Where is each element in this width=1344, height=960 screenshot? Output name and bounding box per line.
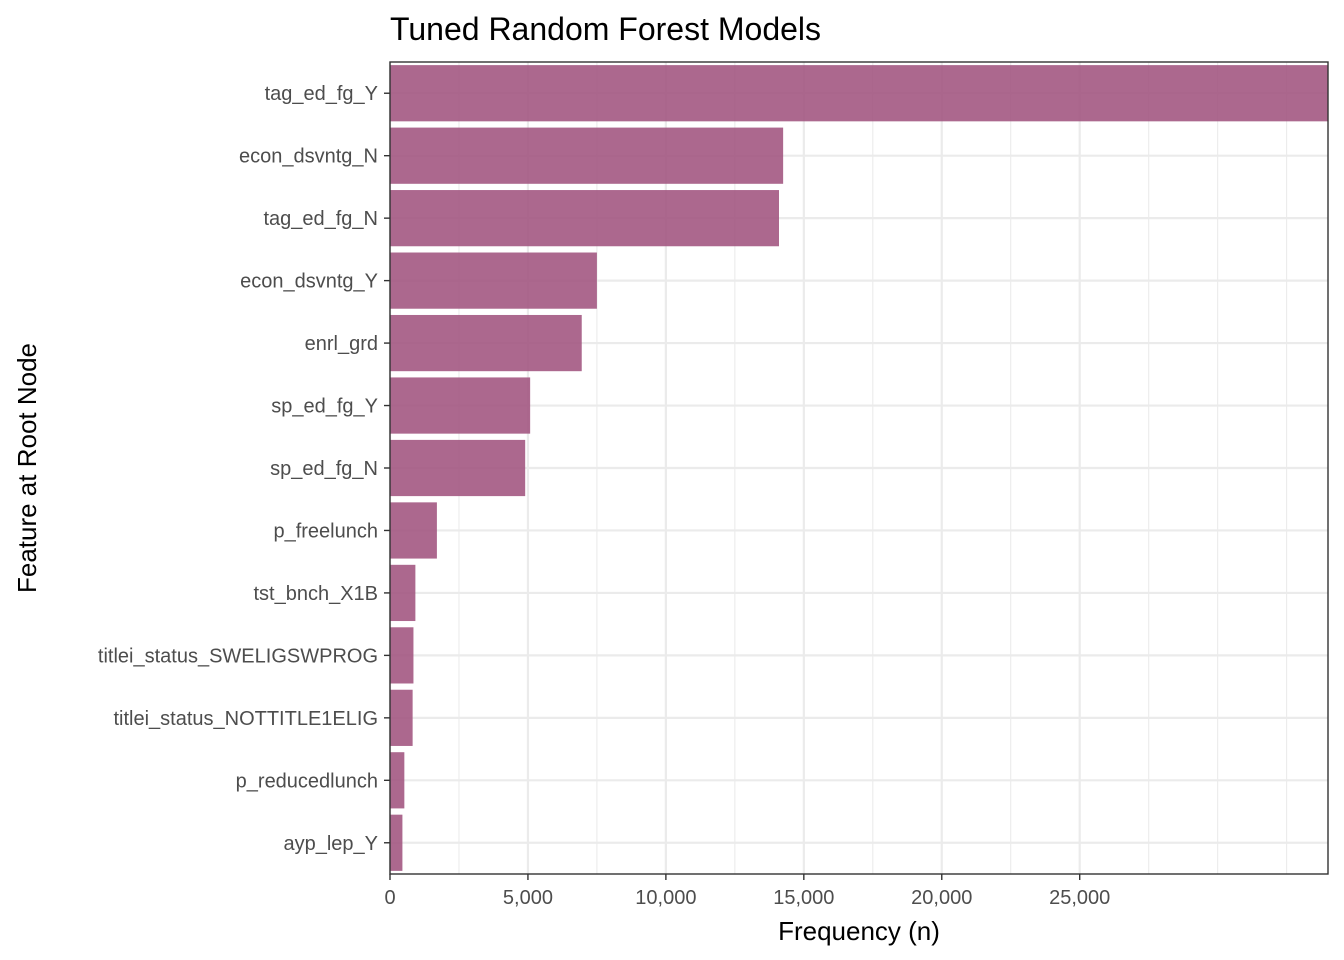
- bar-econ-dsvntg-y: [390, 252, 597, 309]
- y-tick-label: sp_ed_fg_N: [270, 458, 378, 480]
- bar-titlei-status-nottitle1elig: [390, 689, 413, 746]
- y-tick-label: titlei_status_SWELIGSWPROG: [98, 645, 378, 667]
- y-axis-title: Feature at Root Node: [12, 343, 42, 593]
- chart-title: Tuned Random Forest Models: [390, 11, 821, 47]
- y-tick-label: p_freelunch: [273, 520, 378, 542]
- x-tick-label: 0: [384, 887, 395, 909]
- y-tick-label: p_reducedlunch: [236, 770, 378, 792]
- x-tick-label: 20,000: [911, 887, 972, 909]
- bar-tst-bnch-x1b: [390, 564, 416, 622]
- y-tick-label: econ_dsvntg_Y: [240, 271, 378, 293]
- bar-ayp-lep-y: [390, 814, 403, 871]
- y-tick-label: sp_ed_fg_Y: [271, 396, 378, 418]
- x-axis-title: Frequency (n): [778, 916, 940, 946]
- y-tick-label: enrl_grd: [305, 333, 378, 355]
- y-tick-label: tst_bnch_X1B: [253, 583, 378, 605]
- bar-econ-dsvntg-n: [390, 127, 784, 184]
- y-tick-label: tag_ed_fg_N: [263, 208, 378, 230]
- bar-sp-ed-fg-n: [390, 439, 526, 497]
- bar-p-freelunch: [390, 502, 437, 559]
- bar-sp-ed-fg-y: [390, 377, 531, 434]
- x-tick-label: 5,000: [503, 887, 553, 909]
- y-tick-label: titlei_status_NOTTITLE1ELIG: [113, 708, 378, 730]
- bar-tag-ed-fg-y: [390, 65, 1328, 122]
- bars: [390, 65, 1328, 871]
- x-tick-label: 15,000: [773, 887, 834, 909]
- bar-p-reducedlunch: [390, 752, 405, 809]
- y-axis-ticks: tag_ed_fg_Y econ_dsvntg_N tag_ed_fg_N econ_…: [98, 83, 390, 855]
- x-tick-label: 25,000: [1049, 887, 1110, 909]
- y-tick-label: econ_dsvntg_N: [239, 146, 378, 168]
- bar-titlei-status-sweligswprog: [390, 627, 414, 684]
- x-tick-label: 10,000: [635, 887, 696, 909]
- bar-tag-ed-fg-n: [390, 190, 779, 247]
- y-tick-label: ayp_lep_Y: [283, 833, 378, 855]
- x-axis-ticks: 0 5,000 10,000 15,000 20,000 25,000: [384, 874, 1110, 909]
- bar-enrl-grd: [390, 314, 582, 372]
- y-tick-label: tag_ed_fg_Y: [265, 83, 378, 105]
